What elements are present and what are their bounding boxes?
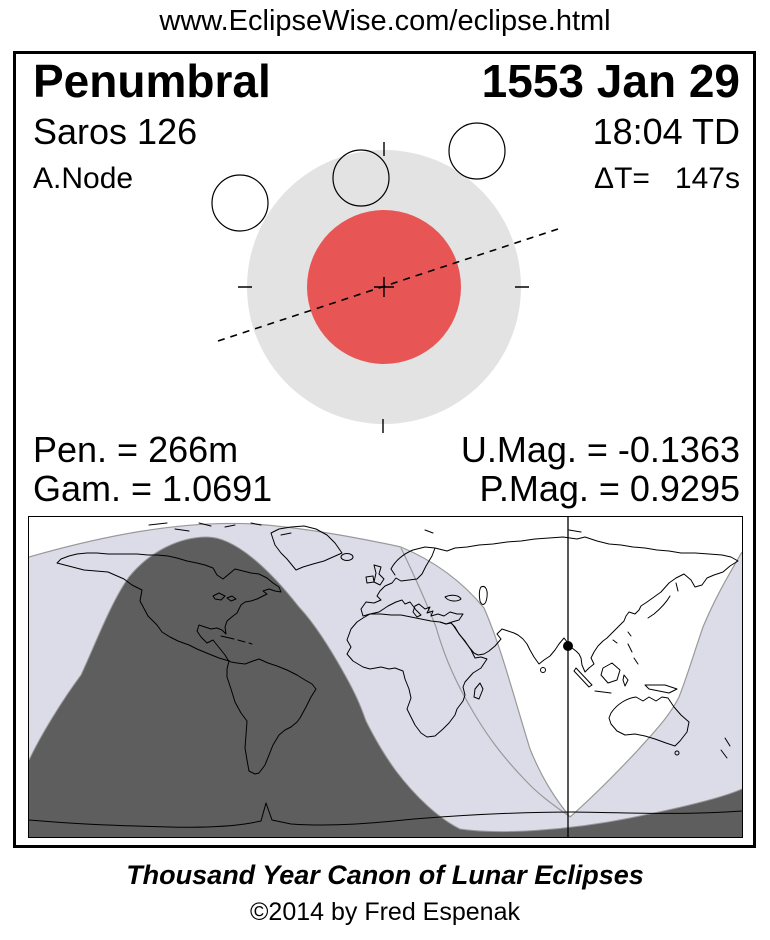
penumbral-limit-curves: [29, 522, 742, 818]
delta-t-value: ΔT= 147s: [594, 162, 740, 195]
gamma-value: Gam. = 1.0691: [33, 468, 273, 509]
canon-title: Thousand Year Canon of Lunar Eclipses: [126, 860, 644, 890]
ecliptic-dashed-line: [217, 228, 559, 342]
penumbral-shadow-circle: [247, 150, 521, 424]
map-partial-visibility-region-right: [570, 552, 742, 837]
penumbral-duration-value: Pen. = 266m: [33, 429, 239, 470]
node-label: A.Node: [33, 162, 134, 195]
eclipse-time: 18:04 TD: [592, 111, 740, 152]
penumbral-magnitude-value: P.Mag. = 0.9295: [479, 468, 740, 509]
umbral-magnitude-value: U.Mag. = -0.1363: [460, 429, 740, 470]
copyright-line: ©2014 by Fred Espenak: [250, 898, 520, 926]
shadow-axis-ticks: [238, 142, 529, 433]
umbral-shadow-circle: [307, 210, 461, 364]
saros-series-label: Saros 126: [33, 111, 198, 152]
not-visible-boundary-curve: [29, 536, 742, 833]
eclipse-date: 1553 Jan 29: [481, 55, 740, 107]
moon-position-3: [448, 122, 506, 180]
eclipse-type-label: Penumbral: [33, 55, 271, 107]
moon-position-1: [211, 174, 269, 232]
source-url-text: www.EclipseWise.com/eclipse.html: [159, 5, 611, 37]
moon-position-2: [332, 149, 390, 207]
eclipse-card-frame: Penumbral 1553 Jan 29 Saros 126 18:04 TD…: [13, 51, 756, 848]
visibility-map: [28, 516, 743, 838]
map-not-visible-region: [29, 537, 742, 837]
coastlines: [29, 522, 742, 828]
center-cross-marker: [374, 277, 394, 297]
greatest-eclipse-dot: [563, 641, 573, 651]
